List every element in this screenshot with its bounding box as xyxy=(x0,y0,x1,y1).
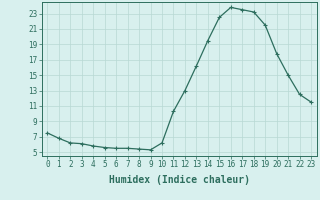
X-axis label: Humidex (Indice chaleur): Humidex (Indice chaleur) xyxy=(109,175,250,185)
